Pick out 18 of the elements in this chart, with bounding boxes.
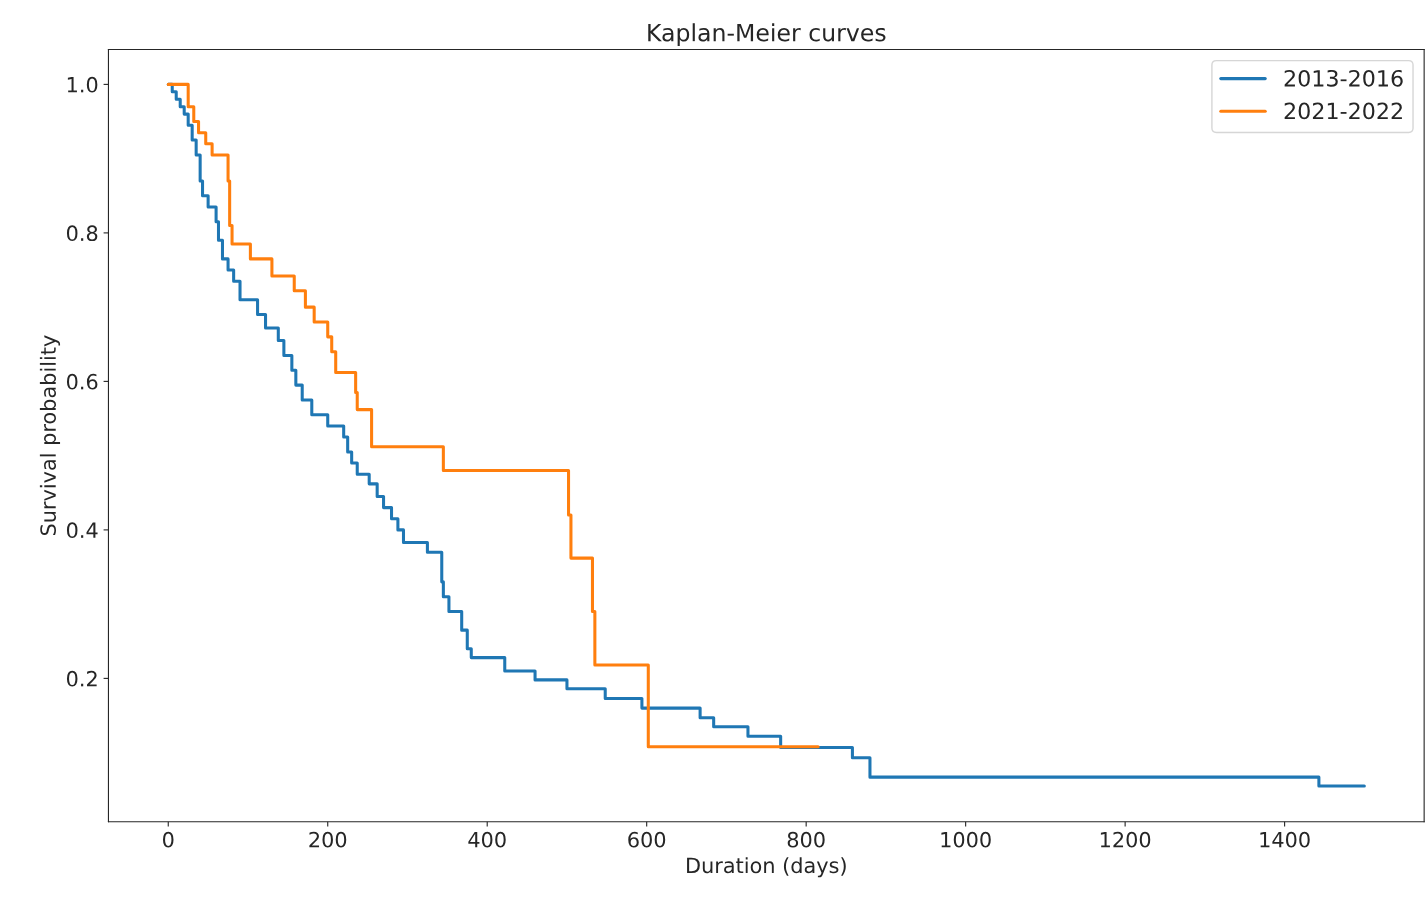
legend-label: 2013-2016 <box>1284 69 1403 87</box>
x-tick-label: 600 <box>628 831 666 848</box>
x-tick-label: 1400 <box>1260 831 1310 848</box>
y-tick-label: 0.8 <box>66 225 98 242</box>
y-tick-label: 1.0 <box>67 76 98 93</box>
x-tick-label: 200 <box>309 831 347 848</box>
y-tick-label: 0.6 <box>66 373 98 390</box>
y-tick-label: 0.4 <box>66 522 98 539</box>
x-tick-label: 800 <box>787 831 825 848</box>
x-tick-label: 1200 <box>1100 831 1151 848</box>
x-tick-label: 0 <box>163 831 174 848</box>
x-tick-label: 1000 <box>941 831 991 848</box>
chart-title: Kaplan-Meier curves <box>648 23 886 47</box>
x-axis-title: Duration (days) <box>687 857 846 878</box>
legend-label: 2021-2022 <box>1284 102 1402 120</box>
x-tick-label: 400 <box>468 831 506 848</box>
y-tick-label: 0.2 <box>66 670 97 687</box>
y-axis-title: Survival probability <box>39 335 61 536</box>
